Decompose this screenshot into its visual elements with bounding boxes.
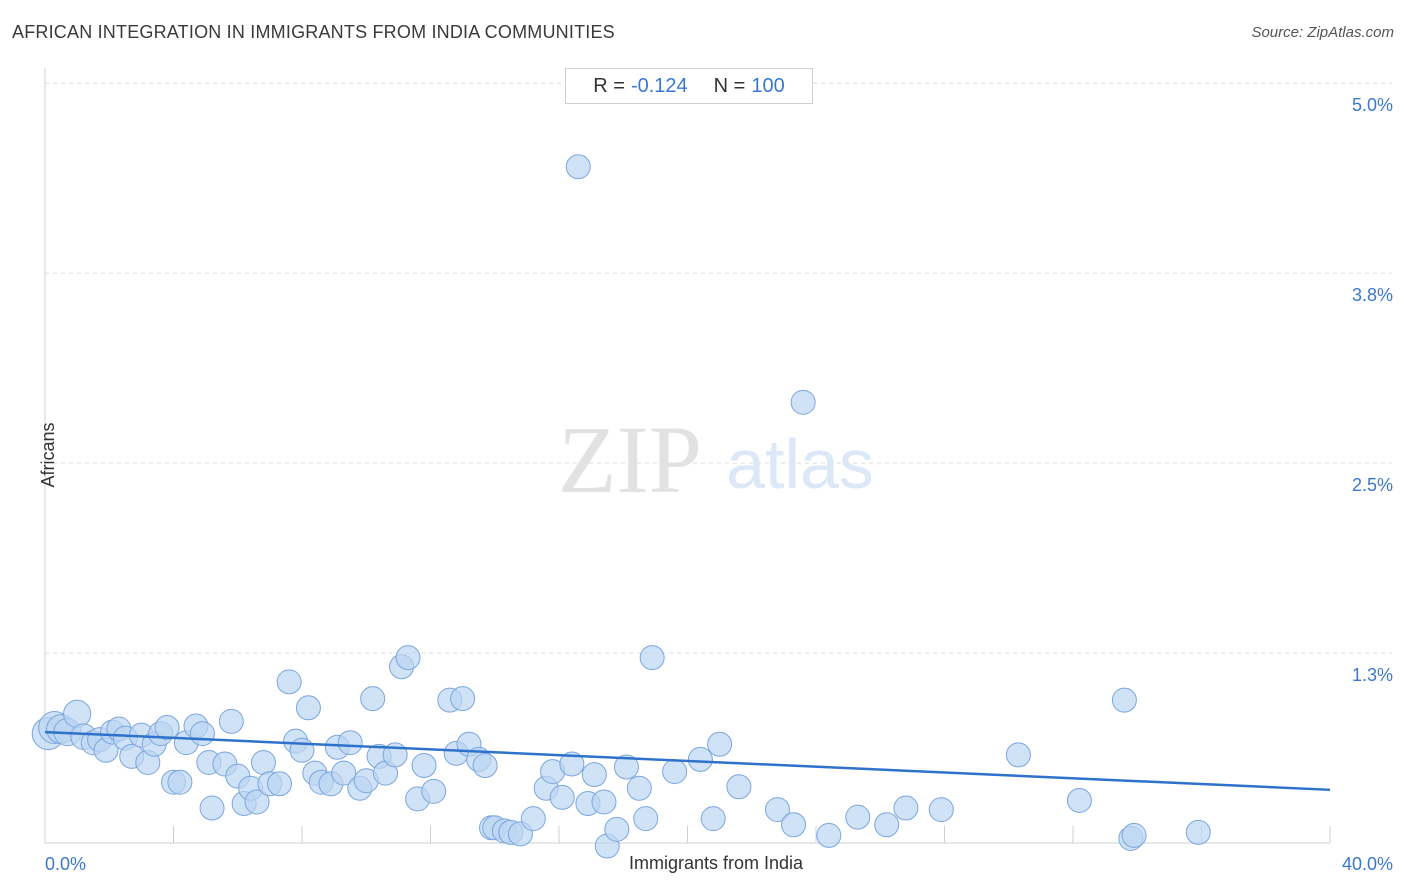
data-point <box>845 804 871 830</box>
data-point <box>395 645 421 671</box>
data-point <box>639 645 665 671</box>
y-axis-label: Africans <box>38 422 59 488</box>
data-point <box>1111 687 1137 713</box>
data-point <box>613 754 639 780</box>
data-point <box>764 797 790 823</box>
data-point <box>781 812 807 838</box>
data-point <box>1121 822 1147 848</box>
data-point <box>559 751 585 777</box>
data-point <box>662 759 688 785</box>
data-point <box>218 708 244 734</box>
data-point <box>687 746 713 772</box>
y-tick-label: 3.8% <box>1352 285 1393 305</box>
data-points <box>31 154 1211 859</box>
data-point <box>421 778 447 804</box>
data-point <box>337 730 363 756</box>
data-point <box>1066 787 1092 813</box>
data-point <box>167 769 193 795</box>
x-tick-label: 0.0% <box>45 854 86 874</box>
data-point <box>928 797 954 823</box>
n-value: 100 <box>751 74 785 97</box>
data-point <box>250 749 276 775</box>
y-tick-label: 2.5% <box>1352 475 1393 495</box>
data-point <box>1185 819 1211 845</box>
data-point <box>565 154 591 180</box>
data-point <box>1005 742 1031 768</box>
data-point <box>289 737 315 763</box>
data-point <box>626 775 652 801</box>
watermark-zip: ZIP <box>558 406 702 513</box>
data-point <box>520 806 546 832</box>
y-tick-label: 5.0% <box>1352 95 1393 115</box>
source-label: Source: ZipAtlas.com <box>1251 24 1394 41</box>
x-tick-label: 40.0% <box>1342 854 1393 874</box>
data-point <box>411 753 437 778</box>
data-point <box>633 806 659 832</box>
data-point <box>199 795 225 821</box>
data-point <box>154 715 180 741</box>
watermark-atlas: atlas <box>726 425 874 503</box>
data-point <box>726 774 752 800</box>
data-point <box>63 699 92 728</box>
data-point <box>816 822 842 848</box>
r-value: -0.124 <box>630 74 688 97</box>
data-point <box>331 760 357 786</box>
stats-box: R = -0.124 N = 100 <box>565 68 813 104</box>
data-point <box>581 762 607 788</box>
data-point <box>450 686 476 712</box>
trend-line-group <box>44 730 1331 792</box>
data-point <box>707 731 733 757</box>
data-point <box>189 721 215 747</box>
data-point <box>295 695 321 721</box>
trend-line <box>44 730 1331 792</box>
data-point <box>893 795 919 821</box>
data-point <box>874 812 900 838</box>
data-point <box>549 784 575 810</box>
grid-lines <box>45 82 1392 654</box>
data-point <box>276 669 302 695</box>
data-point <box>472 753 498 778</box>
chart-title: AFRICAN INTEGRATION IN IMMIGRANTS FROM I… <box>12 22 615 42</box>
data-point <box>591 789 617 815</box>
data-point <box>267 771 293 797</box>
data-point <box>604 816 630 842</box>
tick-labels: 1.3% 2.5% 3.8% 5.0% 0.0% 40.0% <box>45 95 1393 874</box>
y-tick-label: 1.3% <box>1352 665 1393 685</box>
data-point <box>244 789 270 815</box>
n-label: N = <box>713 74 746 97</box>
r-label: R = <box>593 74 625 97</box>
axes <box>44 68 1331 844</box>
x-axis-label: Immigrants from India <box>628 853 804 873</box>
data-point <box>360 686 386 712</box>
data-point <box>700 806 726 832</box>
data-point <box>790 389 816 415</box>
